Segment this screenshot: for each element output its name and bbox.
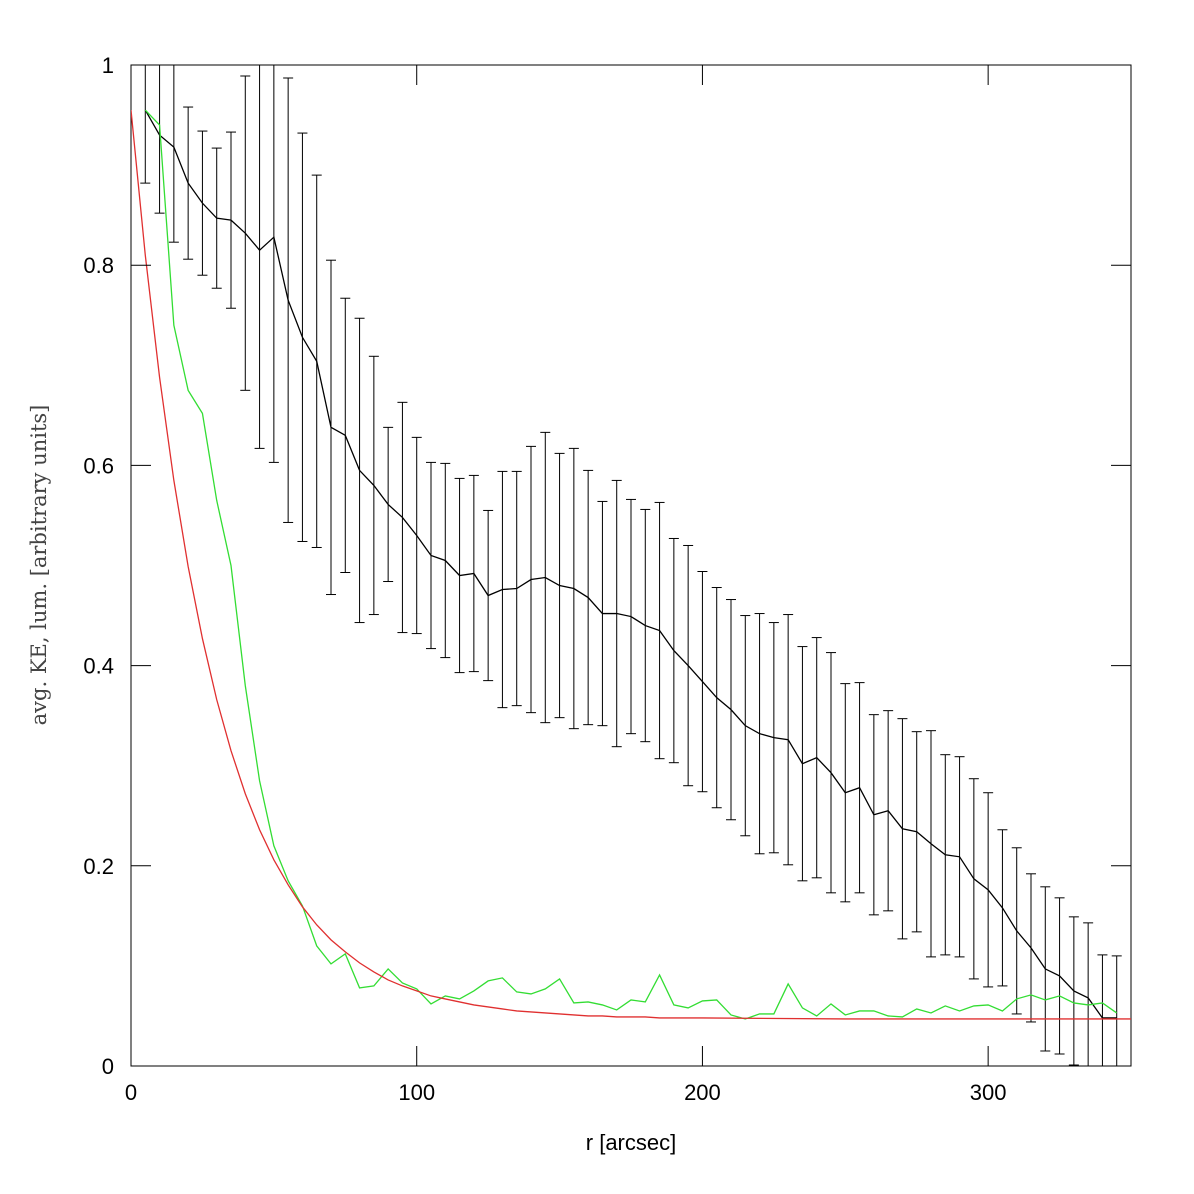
error-bar bbox=[583, 469, 594, 726]
error-bar bbox=[183, 106, 194, 260]
error-bar bbox=[283, 77, 294, 523]
error-bar bbox=[626, 498, 636, 735]
x-tick-label: 100 bbox=[398, 1080, 435, 1105]
error-bar bbox=[640, 508, 651, 743]
error-bar bbox=[754, 613, 765, 855]
y-tick-label: 0.4 bbox=[83, 654, 114, 679]
error-bar bbox=[1040, 886, 1051, 1052]
error-bar bbox=[597, 500, 608, 727]
series-line bbox=[131, 109, 1131, 1020]
error-bar bbox=[268, 65, 279, 463]
error-bar bbox=[954, 756, 965, 958]
error-bar bbox=[683, 544, 694, 787]
error-bar bbox=[697, 571, 708, 793]
error-bar bbox=[811, 637, 822, 879]
error-bar bbox=[154, 65, 165, 214]
x-axis-title: r [arcsec] bbox=[586, 1130, 676, 1155]
error-bar bbox=[511, 470, 522, 707]
error-bar bbox=[383, 426, 394, 583]
error-bar bbox=[468, 474, 479, 673]
error-bar bbox=[426, 461, 436, 650]
error-bar bbox=[854, 682, 865, 894]
error-bar bbox=[411, 436, 422, 635]
x-tick-label: 0 bbox=[125, 1080, 137, 1105]
error-bar bbox=[926, 730, 936, 958]
error-bar bbox=[226, 131, 236, 309]
error-bar bbox=[1083, 922, 1094, 1066]
error-bar bbox=[540, 431, 551, 724]
error-bar bbox=[340, 297, 351, 574]
error-bar bbox=[454, 477, 465, 674]
error-bar bbox=[911, 731, 922, 933]
x-tick-label: 200 bbox=[684, 1080, 721, 1105]
error-bar bbox=[797, 646, 808, 882]
series-line bbox=[144, 109, 1118, 1020]
error-bar bbox=[883, 710, 894, 912]
error-bar bbox=[1111, 955, 1122, 1066]
error-bar bbox=[240, 75, 251, 391]
error-bar bbox=[568, 447, 579, 730]
error-bar bbox=[254, 65, 265, 449]
error-bar bbox=[1097, 954, 1108, 1066]
y-tick-label: 0.6 bbox=[83, 453, 114, 478]
error-bar bbox=[554, 452, 565, 719]
error-bar bbox=[311, 174, 322, 548]
error-bar bbox=[1011, 847, 1022, 1015]
error-bar bbox=[711, 587, 722, 809]
error-bar bbox=[726, 599, 736, 821]
error-bar bbox=[940, 754, 951, 956]
error-bar bbox=[368, 355, 379, 616]
y-tick-label: 1 bbox=[102, 53, 114, 78]
y-axis-title: avg. KE, lum. [arbitrary units] bbox=[27, 405, 51, 726]
y-tick-label: 0.8 bbox=[83, 253, 114, 278]
error-bar bbox=[768, 622, 779, 854]
error-bar bbox=[997, 829, 1008, 987]
error-bar bbox=[1068, 916, 1079, 1066]
error-bar bbox=[483, 509, 494, 682]
plot-area bbox=[131, 65, 1131, 1066]
error-bar bbox=[440, 462, 451, 659]
error-bar bbox=[983, 792, 994, 988]
error-bar bbox=[326, 259, 336, 596]
plot-frame bbox=[130, 64, 1132, 1067]
error-bar bbox=[611, 479, 622, 748]
error-bar bbox=[826, 652, 836, 894]
error-bar bbox=[397, 401, 408, 634]
error-bar bbox=[897, 718, 908, 940]
error-bar bbox=[1026, 873, 1036, 1023]
error-bar bbox=[968, 778, 979, 980]
error-bar bbox=[1054, 897, 1065, 1055]
error-bar bbox=[168, 65, 179, 243]
error-bar bbox=[354, 317, 365, 624]
x-tick-label: 300 bbox=[970, 1080, 1007, 1105]
error-bar bbox=[840, 683, 851, 903]
y-tick-label: 0 bbox=[102, 1054, 114, 1079]
error-bar bbox=[526, 445, 536, 714]
error-bar bbox=[497, 470, 508, 709]
error-bar bbox=[297, 132, 308, 542]
error-bar bbox=[740, 615, 751, 837]
error-bar bbox=[783, 614, 794, 866]
error-bar bbox=[868, 714, 879, 916]
error-bar bbox=[211, 147, 222, 289]
error-bar bbox=[197, 130, 208, 276]
y-tick-label: 0.2 bbox=[83, 854, 114, 879]
error-bar bbox=[668, 537, 679, 764]
error-bar bbox=[654, 501, 665, 760]
